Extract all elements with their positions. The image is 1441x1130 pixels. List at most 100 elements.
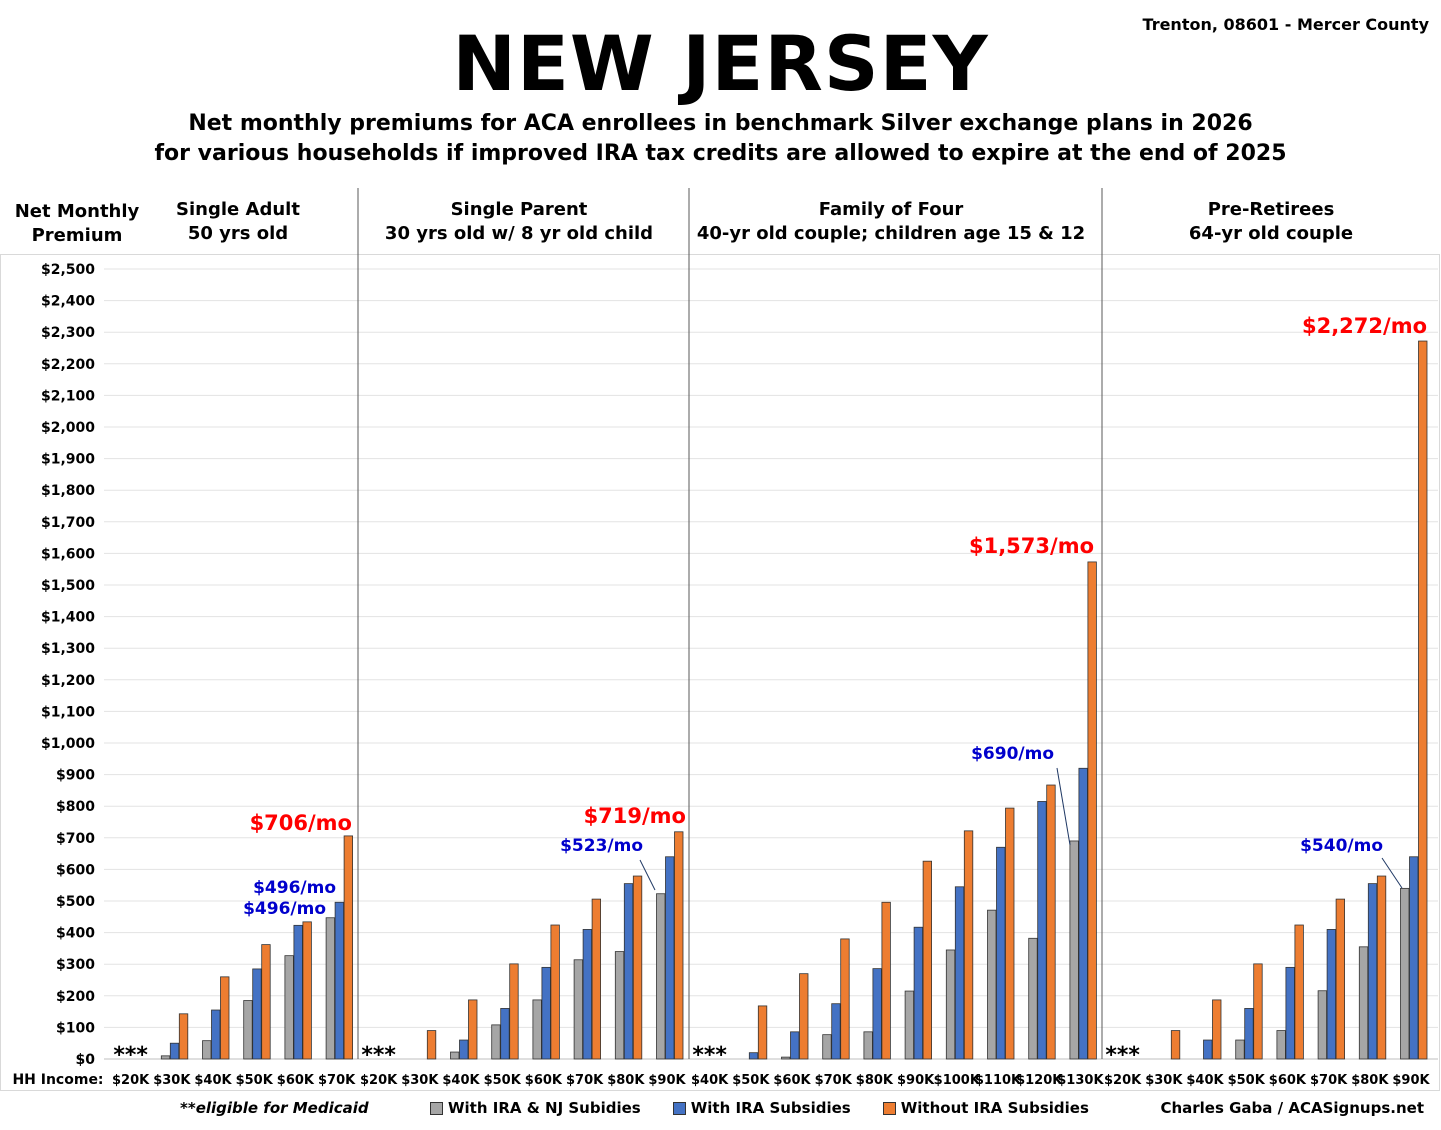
bar: [1400, 887, 1410, 1060]
bar: [252, 968, 262, 1060]
bar: [293, 924, 303, 1060]
x-tick-label: $30K: [153, 1073, 191, 1088]
chart-credit: Charles Gaba / ACASignups.net: [1160, 1099, 1424, 1117]
bar: [674, 831, 684, 1060]
value-annotation: $719/mo: [584, 804, 686, 828]
x-tick-label: $40K: [442, 1073, 480, 1088]
bar: [1294, 924, 1304, 1060]
y-tick-label: $0: [76, 1052, 96, 1068]
bar: [325, 917, 336, 1060]
bar: [1358, 946, 1369, 1060]
panel-subtitle: 50 yrs old: [188, 223, 288, 244]
y-tick-label: $2,500: [41, 262, 95, 278]
bar: [623, 883, 634, 1060]
legend-item-without: Without IRA Subsidies: [882, 1099, 1089, 1117]
bar: [863, 1031, 873, 1060]
x-tick-label: $60K: [525, 1073, 563, 1088]
bar: [202, 1040, 212, 1060]
medicaid-footnote: **eligible for Medicaid: [180, 1099, 369, 1117]
bar: [220, 976, 230, 1060]
bar: [426, 1030, 437, 1060]
y-axis-label: Premium: [32, 225, 123, 246]
y-tick-label: $1,300: [41, 641, 95, 657]
x-tick-label: $100K: [934, 1073, 981, 1088]
y-tick-label: $1,700: [41, 515, 95, 531]
legend-item-nj: With IRA & NJ Subidies: [430, 1099, 641, 1117]
y-tick-label: $1,400: [41, 610, 95, 626]
bar: [1037, 801, 1047, 1060]
bar: [790, 1031, 800, 1060]
bar: [904, 990, 914, 1060]
y-tick-label: $1,000: [41, 736, 95, 752]
medicaid-marker: ***: [692, 1043, 727, 1068]
bar: [1235, 1039, 1245, 1060]
bar: [459, 1039, 469, 1060]
x-tick-label: $90K: [897, 1073, 935, 1088]
y-tick-label: $400: [56, 926, 95, 942]
y-tick-label: $1,500: [41, 578, 95, 594]
bar: [872, 968, 882, 1060]
y-tick-label: $900: [56, 768, 95, 784]
x-tick-label: $50K: [236, 1073, 274, 1088]
y-tick-label: $1,100: [41, 704, 95, 720]
bar: [509, 963, 519, 1060]
bar: [500, 1008, 510, 1060]
y-tick-label: $600: [56, 862, 95, 878]
x-tick-label: $70K: [318, 1073, 356, 1088]
panel-subtitle: 64-yr old couple: [1189, 223, 1353, 244]
bar: [987, 909, 997, 1060]
y-tick-label: $800: [56, 799, 95, 815]
x-tick-label: $20K: [112, 1073, 150, 1088]
legend-swatch-ira: [672, 1101, 686, 1115]
value-annotation: $1,573/mo: [969, 534, 1094, 558]
annotation-leader: [639, 859, 656, 891]
y-tick-label: $500: [56, 894, 95, 910]
bar: [550, 924, 560, 1060]
x-tick-label: $40K: [691, 1073, 729, 1088]
x-tick-label: $20K: [1104, 1073, 1142, 1088]
bar: [541, 966, 551, 1060]
legend-label-nj: With IRA & NJ Subidies: [448, 1099, 641, 1117]
legend-swatch-nj: [430, 1101, 443, 1115]
y-tick-label: $100: [56, 1020, 95, 1036]
bar: [1046, 784, 1056, 1060]
chart-subtitle-line-1: Net monthly premiums for ACA enrollees i…: [188, 111, 1253, 136]
bar: [1028, 937, 1038, 1060]
x-tick-label: $40K: [194, 1073, 232, 1088]
x-tick-label: $80K: [856, 1073, 894, 1088]
page-title: NEW JERSEY: [452, 19, 989, 108]
bar: [1244, 1008, 1254, 1060]
value-annotation: $706/mo: [250, 811, 352, 835]
value-annotation: $496/mo: [253, 878, 336, 898]
x-tick-label: $50K: [484, 1073, 522, 1088]
value-annotation: $540/mo: [1300, 836, 1383, 856]
panel-subtitle: 40-yr old couple; children age 15 & 12: [697, 223, 1085, 244]
value-annotation: $690/mo: [971, 744, 1054, 764]
bar: [954, 886, 965, 1060]
y-tick-label: $2,400: [41, 294, 95, 310]
y-tick-label: $1,900: [41, 452, 95, 468]
x-axis-label: HH Income:: [12, 1072, 103, 1088]
bar: [1367, 883, 1378, 1060]
x-tick-label: $50K: [1228, 1073, 1266, 1088]
panel-title: Family of Four: [819, 199, 964, 220]
y-tick-label: $2,300: [41, 325, 95, 341]
bar: [178, 1013, 189, 1060]
x-tick-label: $30K: [1145, 1073, 1183, 1088]
bar: [1335, 898, 1345, 1060]
x-tick-label: $70K: [566, 1073, 604, 1088]
bar: [757, 1005, 768, 1060]
bar: [822, 1034, 832, 1060]
y-tick-label: $2,000: [41, 420, 95, 436]
bar: [1212, 999, 1222, 1060]
bar: [582, 929, 592, 1060]
bar: [922, 860, 932, 1060]
bar: [343, 835, 354, 1060]
panel-title: Single Parent: [451, 199, 588, 220]
x-tick-label: $60K: [1269, 1073, 1307, 1088]
bar: [302, 921, 312, 1060]
x-tick-label: $40K: [1186, 1073, 1224, 1088]
medicaid-marker: ***: [113, 1043, 148, 1068]
x-tick-label: $50K: [732, 1073, 770, 1088]
bar: [1285, 966, 1295, 1060]
